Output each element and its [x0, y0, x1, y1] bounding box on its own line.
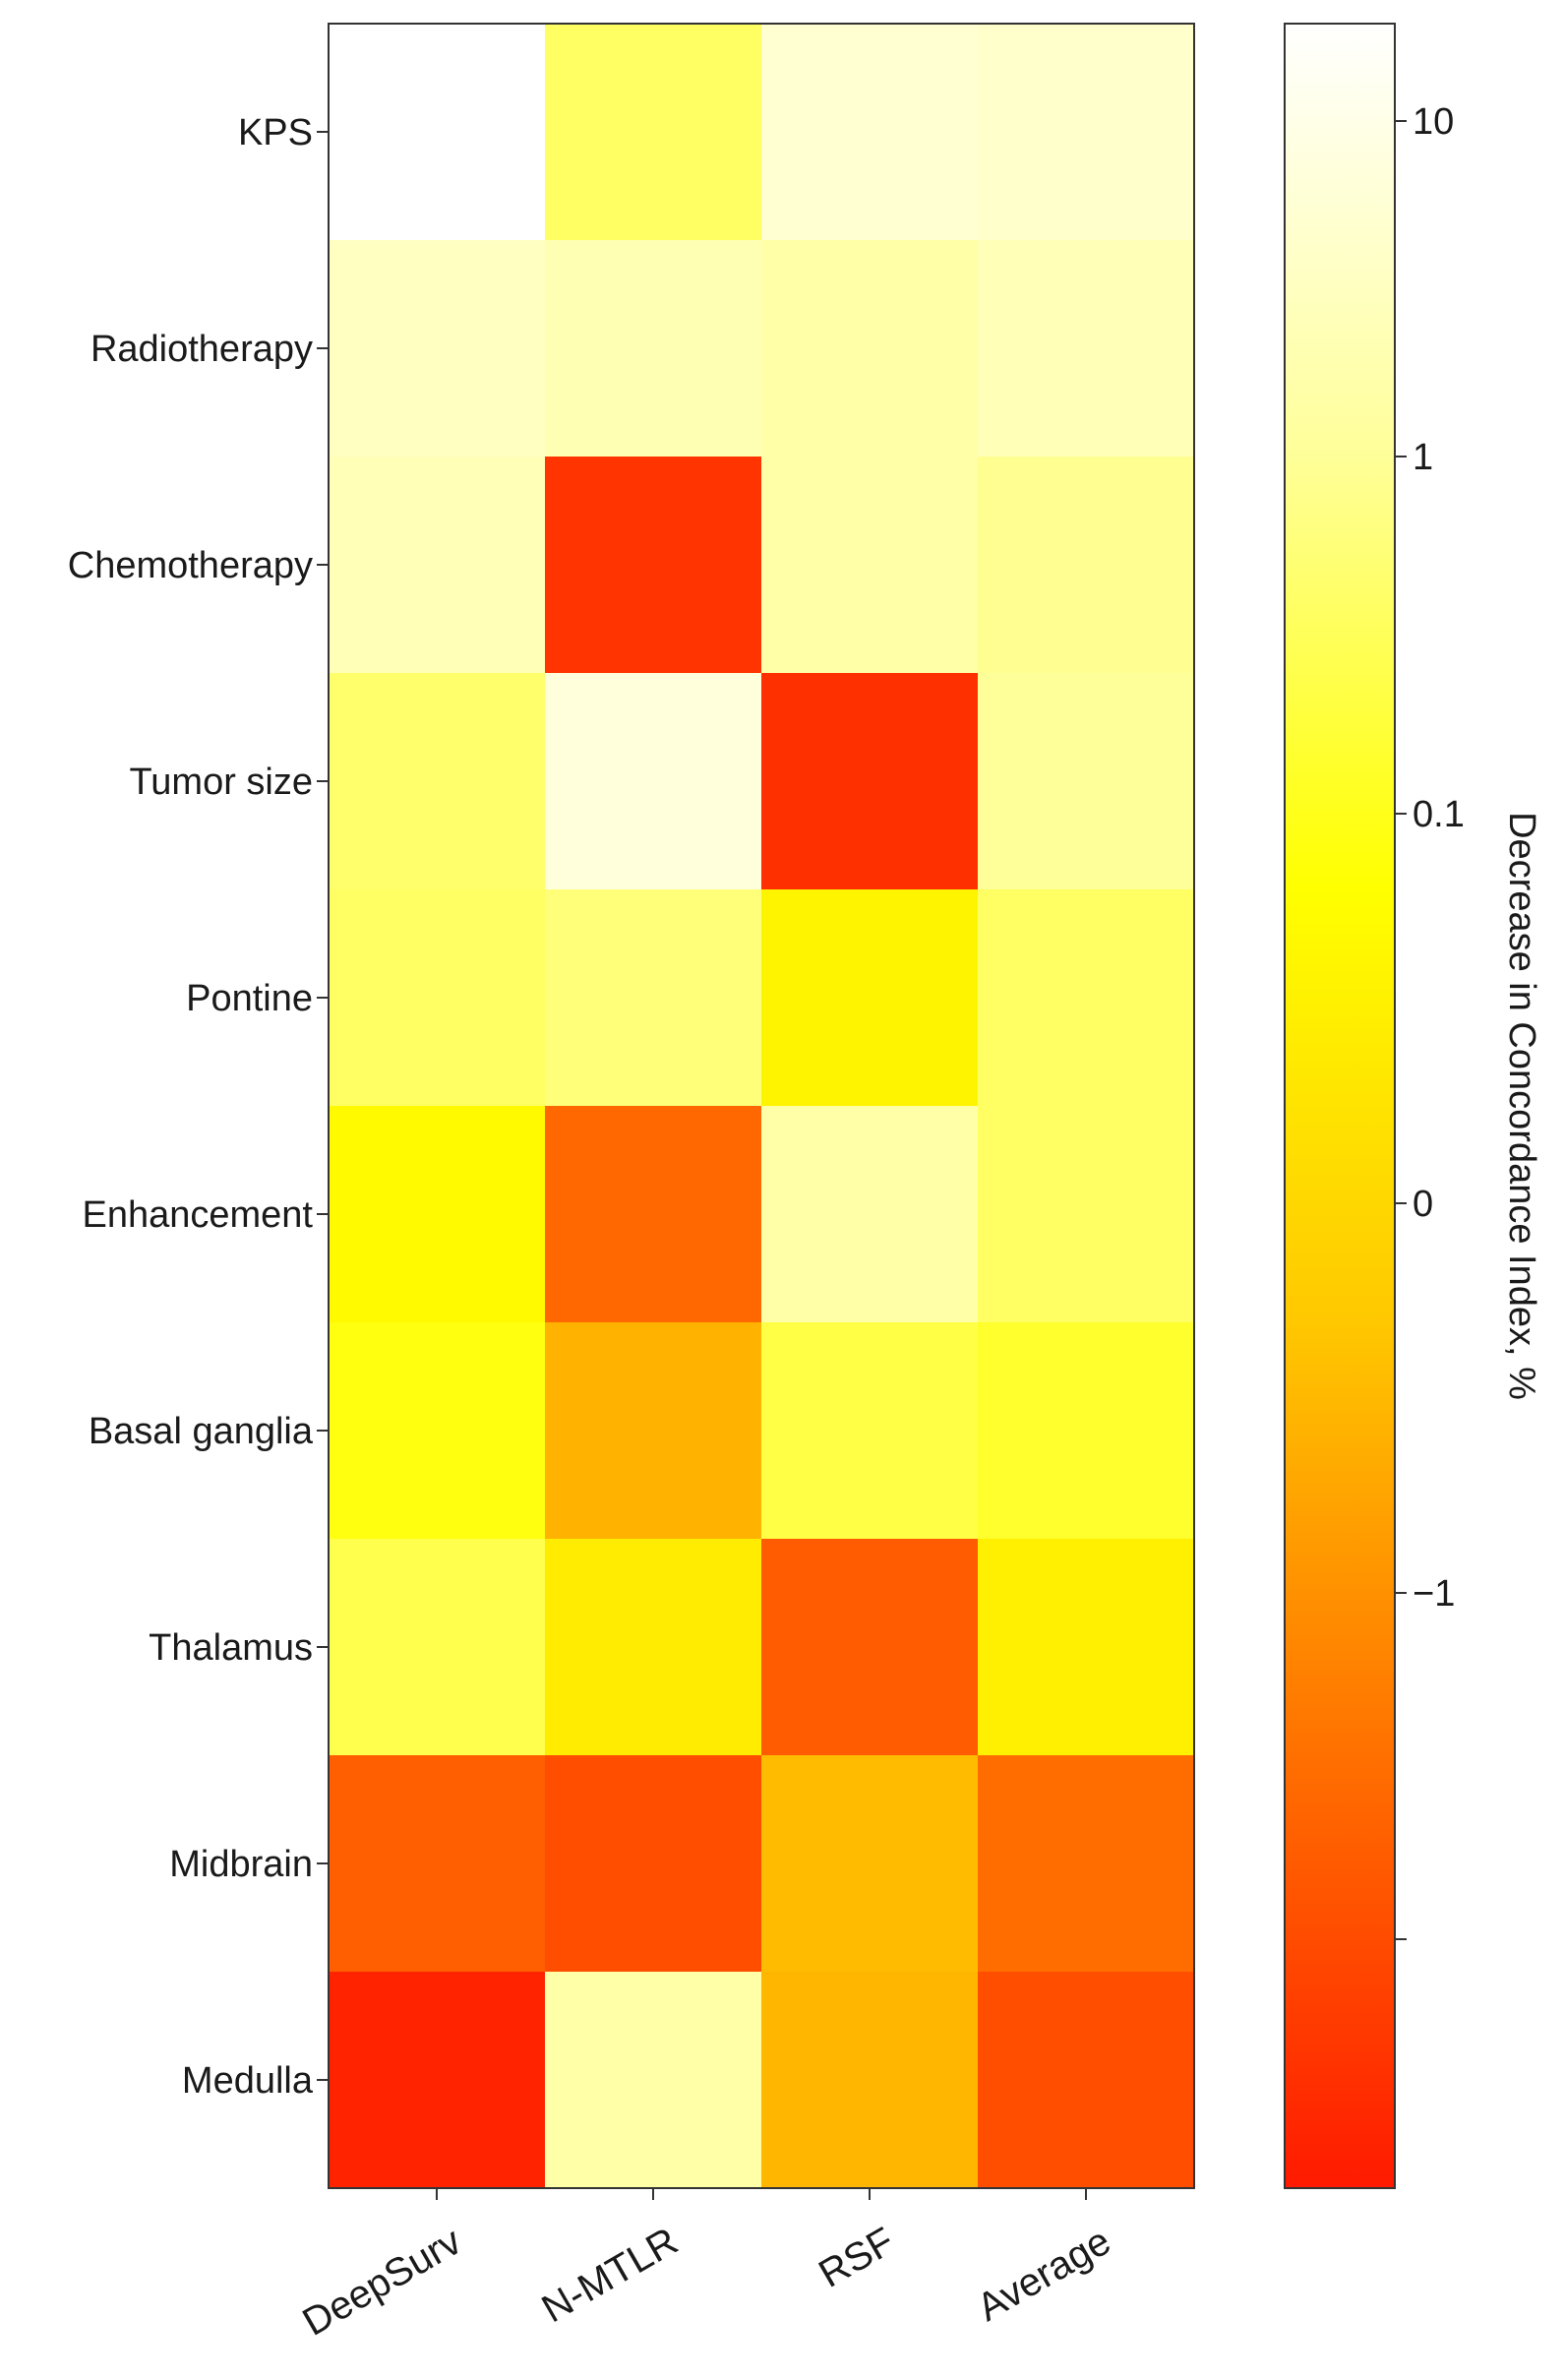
colorbar [1284, 23, 1396, 2189]
heatmap-cell [329, 240, 546, 458]
row-label: Basal ganglia [89, 1411, 314, 1452]
colorbar-tick-label: −1 [1413, 1573, 1455, 1615]
heatmap-cell [978, 1539, 1195, 1756]
heatmap-cell [545, 1106, 762, 1323]
column-label: Average [970, 2220, 1117, 2330]
heatmap-cell [329, 1539, 546, 1756]
row-label: Pontine [186, 978, 313, 1019]
heatmap-cell [978, 457, 1195, 674]
heatmap-cell [329, 24, 546, 241]
heatmap-cell [329, 1106, 546, 1323]
heatmap-cell [761, 889, 979, 1107]
colorbar-title: Decrease in Concordance Index, % [1501, 812, 1542, 1400]
heatmap-cell [545, 24, 762, 241]
heatmap-cell [761, 240, 979, 458]
column-labels: DeepSurv N-MTLR RSF Average [295, 2188, 1118, 2345]
heatmap-cell [545, 889, 762, 1107]
colorbar-ticks: 10 1 0.1 0 −1 [1395, 101, 1465, 1940]
row-label: Radiotherapy [90, 329, 313, 370]
heatmap-cell [978, 24, 1195, 241]
colorbar-tick-label: 10 [1413, 101, 1454, 143]
column-label: N-MTLR [535, 2220, 686, 2332]
colorbar-tick-label: 1 [1413, 437, 1433, 478]
column-label: RSF [812, 2220, 901, 2296]
heatmap-cell [978, 1322, 1195, 1540]
heatmap-cell [329, 673, 546, 890]
heatmap-cell [329, 889, 546, 1107]
heatmap-cell [978, 889, 1195, 1107]
heatmap-cell [545, 673, 762, 890]
heatmap-cells [329, 24, 1195, 2189]
heatmap-cell [761, 1106, 979, 1323]
heatmap-cell [761, 1539, 979, 1756]
row-label: Chemotherapy [68, 545, 313, 586]
row-label: Enhancement [83, 1194, 314, 1236]
heatmap-cell [978, 1972, 1195, 2189]
colorbar-tick-label: 0 [1413, 1184, 1433, 1225]
heatmap-cell [978, 1755, 1195, 1973]
row-labels: KPS Radiotherapy Chemotherapy Tumor size Pon… [68, 112, 329, 2102]
row-label: Tumor size [129, 762, 313, 803]
heatmap-cell [545, 1539, 762, 1756]
heatmap-cell [761, 1755, 979, 1973]
heatmap-cell [761, 24, 979, 241]
heatmap-cell [329, 1972, 546, 2189]
heatmap-cell [545, 240, 762, 458]
row-label: Medulla [182, 2060, 314, 2102]
heatmap-cell [978, 1106, 1195, 1323]
heatmap-cell [545, 457, 762, 674]
heatmap-cell [978, 240, 1195, 458]
row-label: Thalamus [149, 1627, 313, 1669]
heatmap-cell [329, 1322, 546, 1540]
row-label: KPS [238, 112, 313, 153]
plot-frame [328, 23, 1195, 2189]
row-label: Midbrain [169, 1844, 313, 1885]
heatmap-cell [545, 1322, 762, 1540]
heatmap-cell [545, 1755, 762, 1973]
heatmap-cell [545, 1972, 762, 2189]
heatmap-cell [761, 673, 979, 890]
column-label: DeepSurv [295, 2220, 468, 2345]
colorbar-tick-label: 0.1 [1413, 794, 1465, 835]
heatmap-cell [761, 1322, 979, 1540]
heatmap-cell [761, 457, 979, 674]
heatmap-cell [761, 1972, 979, 2189]
heatmap-cell [978, 673, 1195, 890]
heatmap-cell [329, 1755, 546, 1973]
heatmap-cell [329, 457, 546, 674]
